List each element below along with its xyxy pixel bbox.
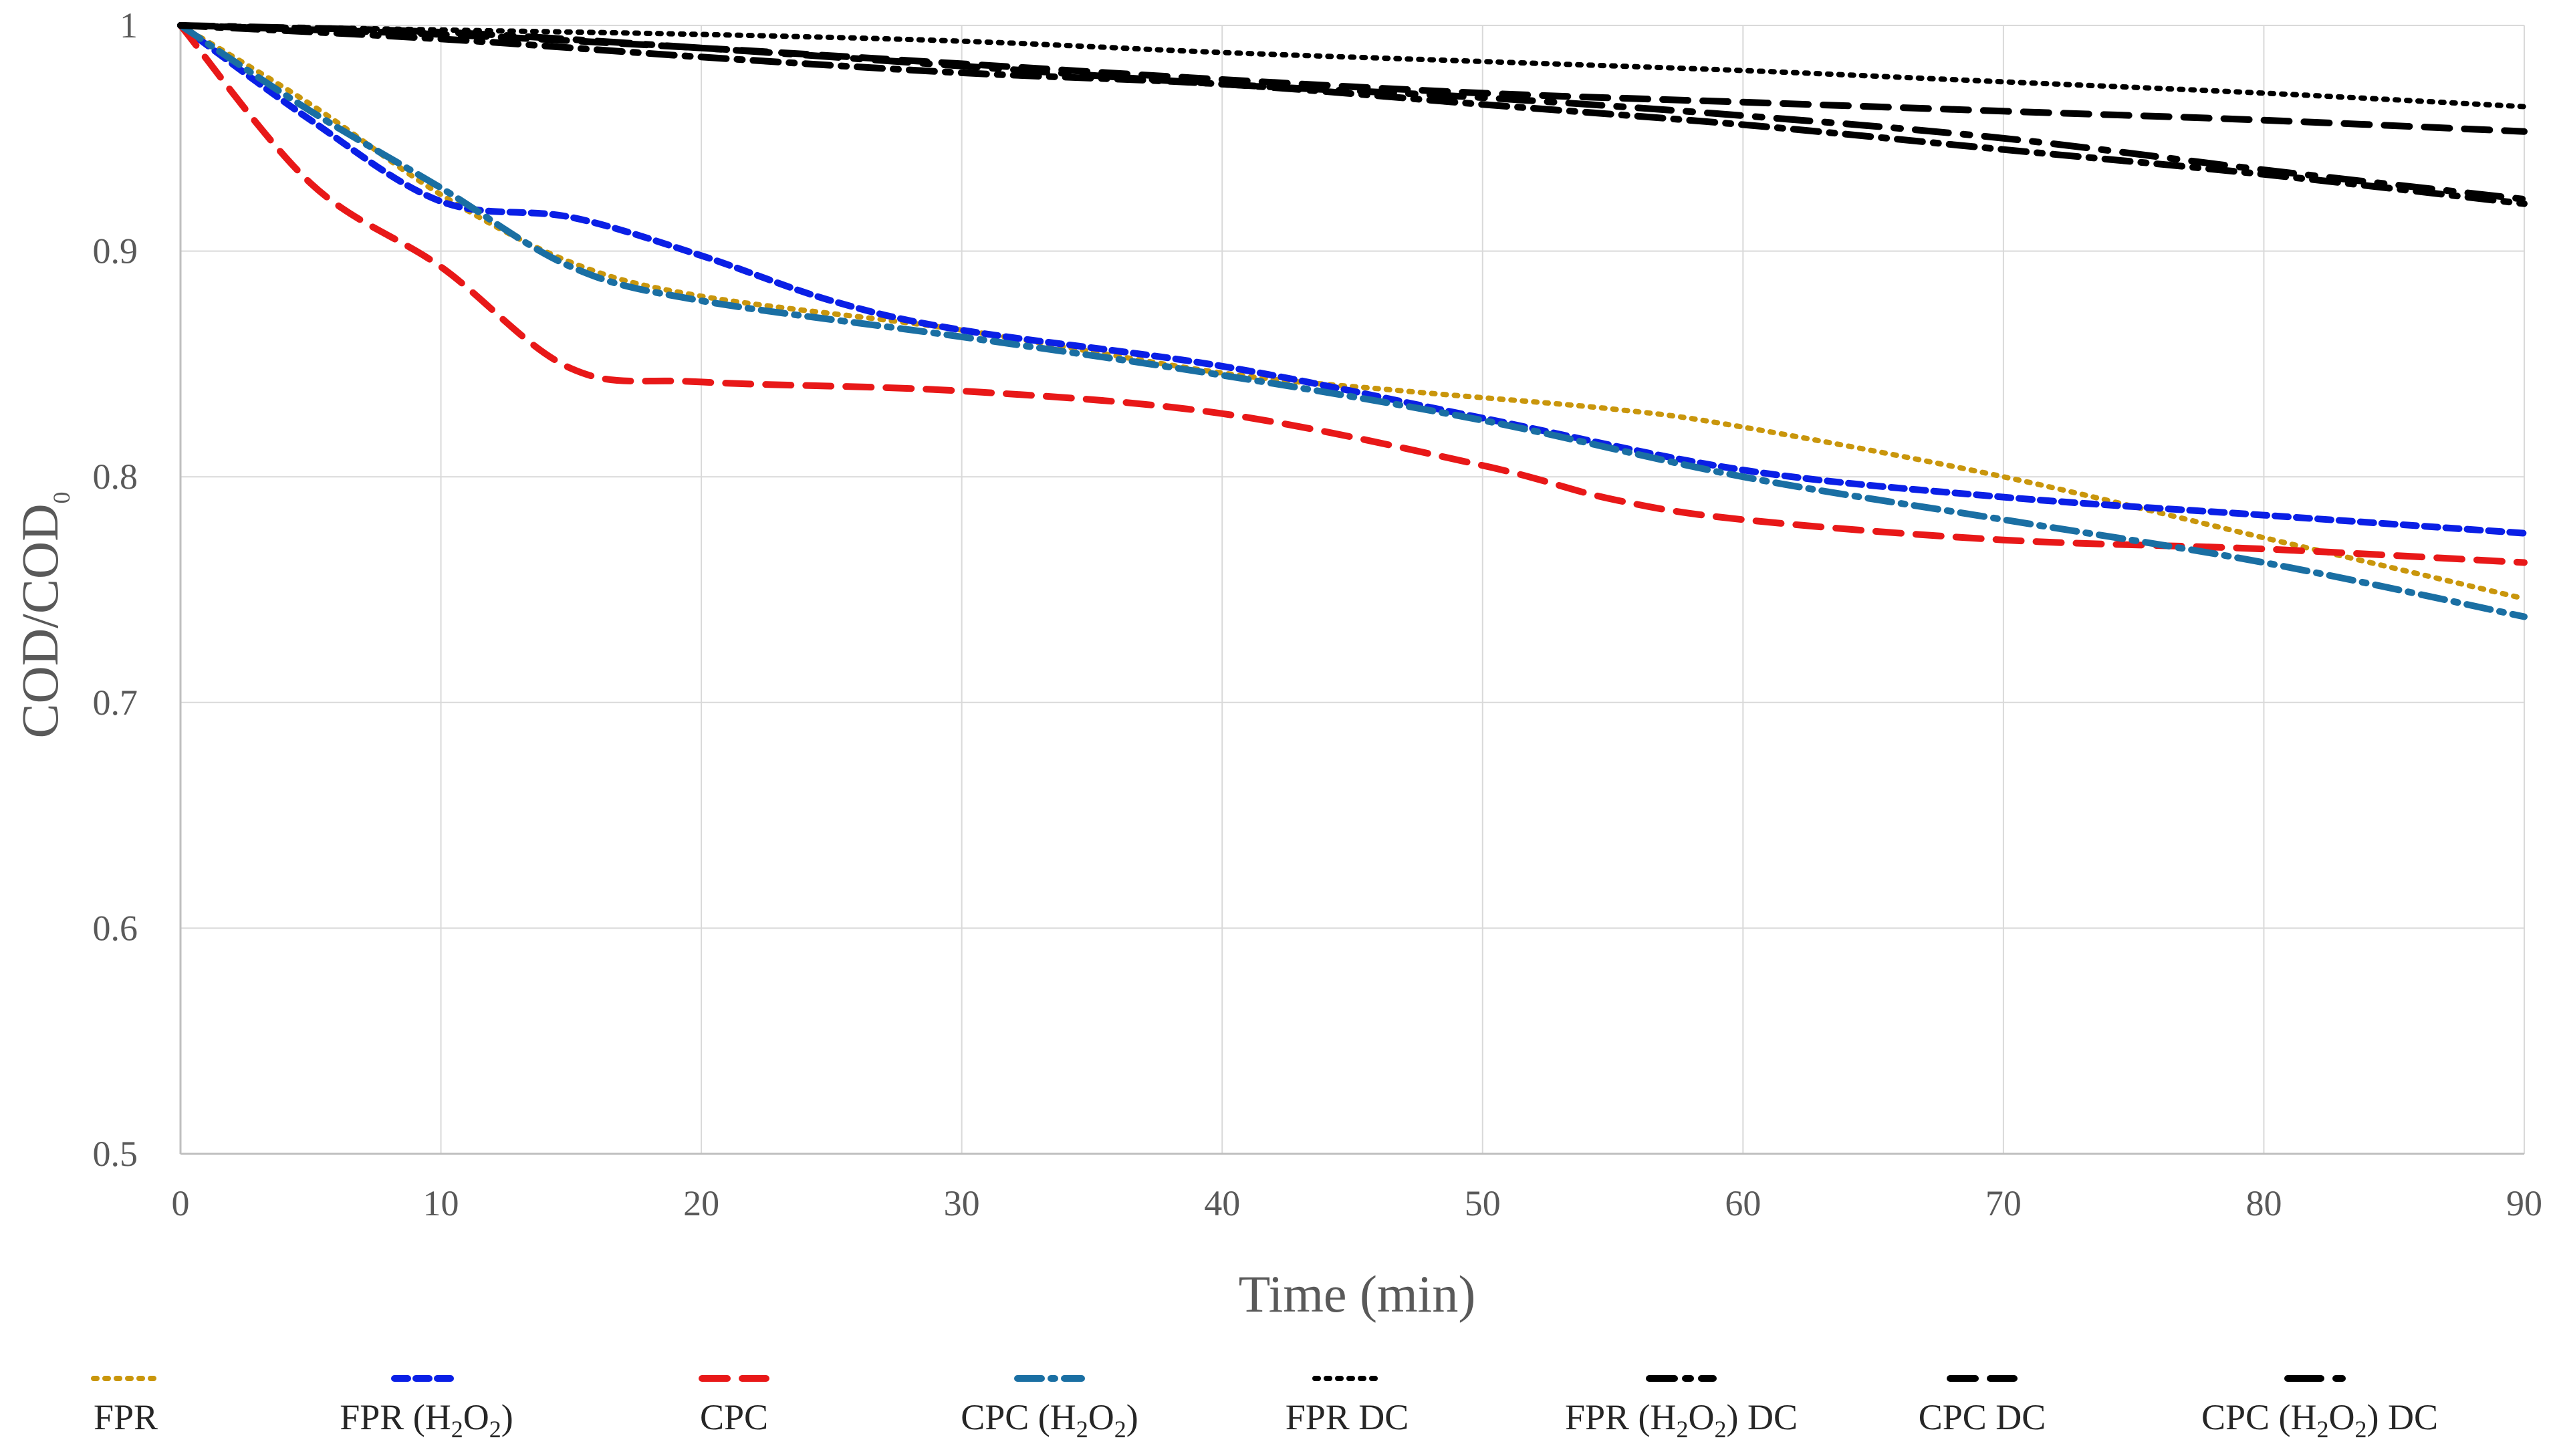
legend-label-part: FPR (H [340, 1397, 451, 1437]
legend-label-part: 2 [451, 1416, 463, 1443]
axes [179, 25, 2524, 1155]
series-line-cpc [177, 22, 2528, 566]
legend-label-fpr: FPR [94, 1397, 158, 1437]
legend-label-part: 2 [1715, 1416, 1727, 1443]
legend-label-part: CPC (H [961, 1397, 1076, 1437]
legend: FPR FPR (H2O2) CPC CPC (H2O2) FPR DC FPR (H2O… [91, 1375, 2438, 1443]
legend-label-fpr-h2o2-dc: FPR (H2O2) DC [1565, 1397, 1798, 1443]
series-line-fpr-dc [178, 23, 2527, 110]
y-tick-labels: 0.5 0.6 0.7 0.8 0.9 1 [93, 5, 138, 1174]
x-tick-label: 20 [683, 1183, 719, 1223]
legend-label-part: 2 [2355, 1416, 2367, 1443]
series-line-fpr [178, 23, 2527, 602]
x-tick-label: 30 [944, 1183, 980, 1223]
x-tick-label: 60 [1725, 1183, 1761, 1223]
y-tick-label: 0.8 [93, 457, 138, 497]
x-tick-label: 70 [1985, 1183, 2022, 1223]
legend-label-cpc-dc: CPC DC [1919, 1397, 2046, 1437]
y-tick-label: 0.6 [93, 908, 138, 948]
legend-label-part: ) [1126, 1397, 1138, 1437]
legend-label-part: FPR (H [1565, 1397, 1677, 1437]
legend-label-part: O [1088, 1397, 1114, 1437]
x-tick-label: 40 [1204, 1183, 1240, 1223]
gridlines [180, 25, 2525, 1154]
y-axis-title-subscript: 0 [48, 491, 75, 503]
legend-label-part: O [463, 1397, 489, 1437]
series-line-cpc-dc [177, 22, 2528, 135]
y-tick-label: 0.7 [93, 683, 138, 723]
series-line-cpc-h2o2 [177, 22, 2528, 620]
series-lines [177, 22, 2528, 620]
x-tick-label: 10 [423, 1183, 459, 1223]
series-line-cpc-h2o2-dc [177, 22, 2528, 203]
legend-label-part: 2 [1677, 1416, 1689, 1443]
x-axis-title: Time (min) [1239, 1265, 1476, 1323]
legend-label-part: CPC [700, 1397, 768, 1437]
legend-label-cpc: CPC [700, 1397, 768, 1437]
legend-label-part: FPR DC [1286, 1397, 1409, 1437]
series-line-fpr-h2o2-dc [177, 22, 2528, 207]
legend-label-fpr-dc: FPR DC [1286, 1397, 1409, 1437]
series-line-fpr-h2o2 [177, 22, 2528, 537]
legend-label-part: ) DC [1727, 1397, 1798, 1437]
y-axis-title: COD/COD0 [11, 491, 75, 738]
y-tick-label: 0.5 [93, 1134, 138, 1174]
x-tick-label: 90 [2506, 1183, 2542, 1223]
y-tick-label: 0.9 [93, 231, 138, 271]
legend-label-part: 2 [2317, 1416, 2329, 1443]
legend-label-cpc-h2o2: CPC (H2O2) [961, 1397, 1138, 1443]
legend-label-cpc-h2o2-dc: CPC (H2O2) DC [2201, 1397, 2438, 1443]
legend-label-part: 2 [1114, 1416, 1126, 1443]
legend-label-part: O [1689, 1397, 1715, 1437]
x-tick-label: 80 [2245, 1183, 2282, 1223]
legend-label-part: ) [501, 1397, 513, 1437]
legend-label-part: ) DC [2367, 1397, 2439, 1437]
x-tick-label: 50 [1465, 1183, 1501, 1223]
y-axis-title-main: COD/COD [11, 503, 69, 738]
legend-label-part: FPR [94, 1397, 158, 1437]
x-tick-labels: 0 10 20 30 40 50 60 70 80 90 [172, 1183, 2543, 1223]
legend-label-part: CPC DC [1919, 1397, 2046, 1437]
legend-label-part: 2 [489, 1416, 501, 1443]
y-tick-label: 1 [120, 5, 138, 45]
x-tick-label: 0 [172, 1183, 190, 1223]
legend-label-fpr-h2o2: FPR (H2O2) [340, 1397, 513, 1443]
legend-label-part: 2 [1076, 1416, 1088, 1443]
legend-label-part: O [2329, 1397, 2355, 1437]
legend-label-part: CPC (H [2201, 1397, 2317, 1437]
